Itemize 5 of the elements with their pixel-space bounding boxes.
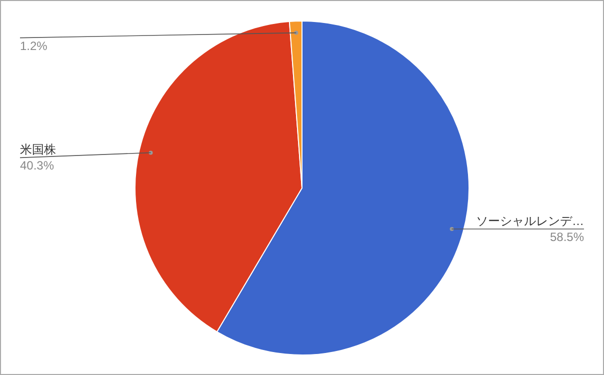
slice-label: 米国株 (20, 142, 56, 157)
data-label: 40.3% (20, 158, 54, 173)
data-label: 58.5% (550, 230, 584, 244)
slice-label: ソーシャルレンデ… (476, 214, 584, 228)
data-label: 1.2% (20, 38, 48, 53)
